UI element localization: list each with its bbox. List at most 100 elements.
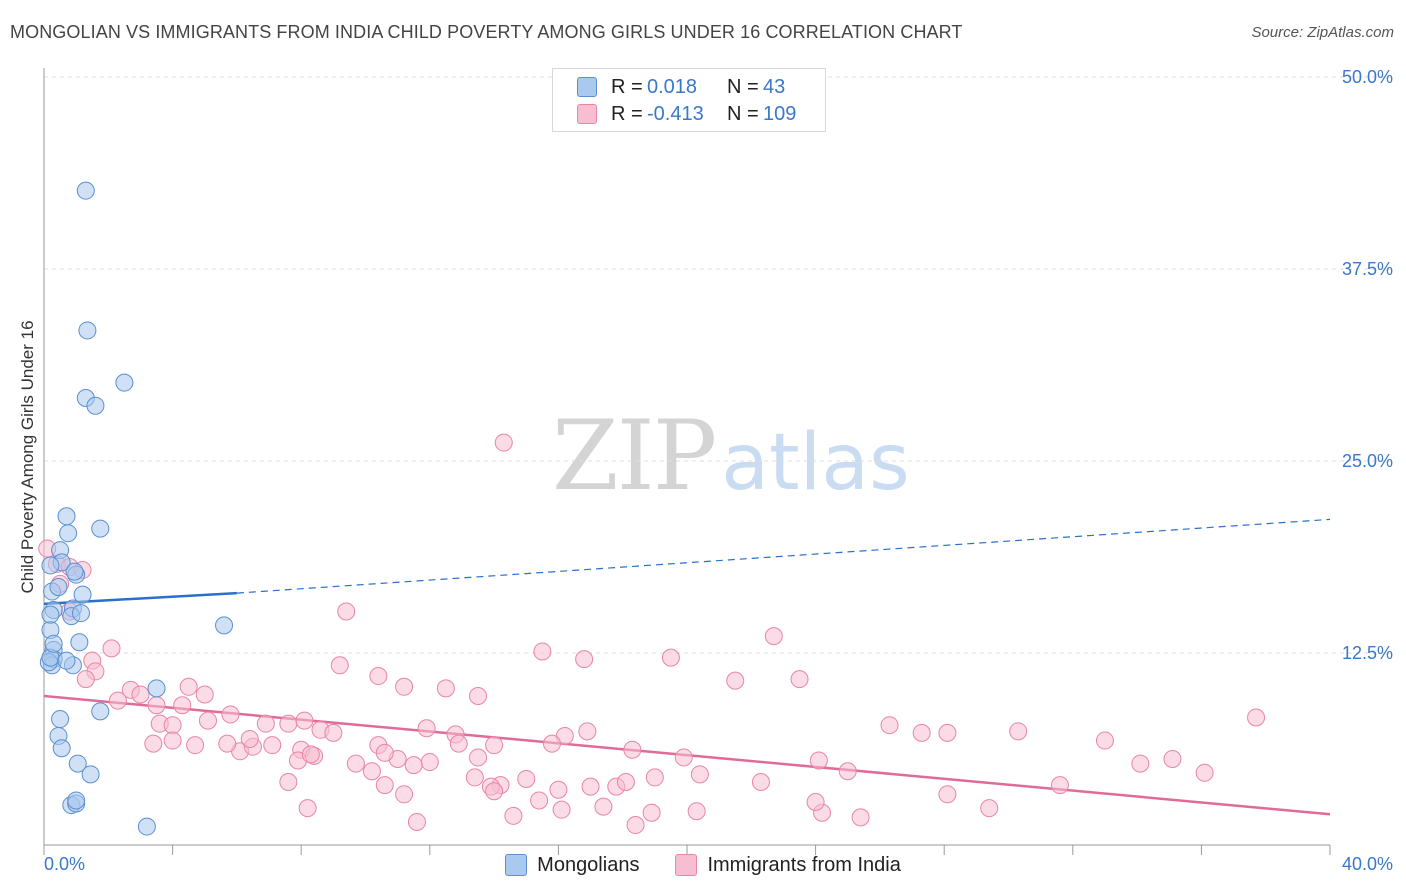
- india-point: [163, 716, 182, 735]
- india-point: [726, 671, 745, 690]
- india-point: [131, 685, 150, 704]
- mongolians-point: [73, 585, 92, 604]
- india-point: [485, 782, 504, 801]
- watermark: ZIPatlas: [552, 400, 910, 512]
- axes: [43, 68, 1330, 846]
- india-point: [195, 685, 214, 704]
- india-point: [616, 773, 635, 792]
- mongolians-point: [65, 562, 84, 581]
- watermark-atlas: atlas: [721, 418, 910, 508]
- mongolians-point: [215, 616, 234, 635]
- mongolians-point: [81, 765, 100, 784]
- india-point: [436, 679, 455, 698]
- india-point: [751, 773, 770, 792]
- india-point: [1095, 731, 1114, 750]
- india-point: [279, 773, 298, 792]
- mongolians-point: [57, 507, 76, 526]
- mongolians-point: [52, 739, 71, 758]
- india-point: [263, 736, 282, 755]
- india-point: [186, 736, 205, 755]
- grid-lines: [44, 76, 1394, 654]
- r-label: R =: [611, 75, 643, 98]
- mongolians-point: [115, 373, 134, 392]
- legend-row-mongolians: R = 0.018 N = 43: [577, 74, 813, 100]
- india-point: [395, 785, 414, 804]
- mongolians-point: [41, 556, 60, 575]
- mongolians-point: [67, 791, 86, 810]
- india-point: [690, 765, 709, 784]
- trend-line-dashed: [236, 518, 1331, 594]
- series-legend: Mongolians Immigrants from India: [0, 852, 1406, 878]
- chart-title: MONGOLIAN VS IMMIGRANTS FROM INDIA CHILD…: [10, 22, 963, 42]
- r-value: 0.018: [647, 75, 698, 98]
- india-point: [674, 748, 693, 767]
- legend-label-india: Immigrants from India: [707, 853, 901, 876]
- india-point: [173, 696, 192, 715]
- india-point: [407, 812, 426, 831]
- india-point: [790, 670, 809, 689]
- n-label: N =: [727, 75, 759, 98]
- india-point: [256, 714, 275, 733]
- india-point: [851, 808, 870, 827]
- watermark-zip: ZIP: [552, 400, 717, 512]
- india-point: [912, 723, 931, 742]
- india-point: [938, 785, 957, 804]
- source-label: Source: ZipAtlas.com: [1251, 24, 1394, 41]
- mongolians-point: [78, 321, 97, 340]
- india-point: [147, 696, 166, 715]
- india-point: [337, 602, 356, 621]
- india-point: [330, 656, 349, 675]
- india-point: [661, 648, 680, 667]
- mongolians-point: [57, 651, 76, 670]
- india-point: [1131, 754, 1150, 773]
- india-swatch: [577, 104, 597, 124]
- india-point: [1163, 749, 1182, 768]
- india-point: [221, 705, 240, 724]
- correlation-legend: R = 0.018 N = 43 R = -0.413 N = 109: [552, 68, 826, 132]
- n-value: 43: [763, 75, 786, 98]
- india-point: [102, 639, 121, 658]
- y-tick-label: 50.0%: [1342, 67, 1393, 87]
- india-point: [581, 777, 600, 796]
- india-point: [375, 743, 394, 762]
- india-point: [163, 731, 182, 750]
- india-point: [980, 799, 999, 818]
- mongolians-point: [51, 710, 70, 729]
- r-value: -0.413: [647, 102, 704, 125]
- india-point: [575, 650, 594, 669]
- x-tick-label: 0.0%: [44, 854, 85, 874]
- mongolians-point: [86, 396, 105, 415]
- india-point: [1247, 708, 1266, 727]
- y-tick-label: 37.5%: [1342, 259, 1393, 279]
- india-point: [880, 716, 899, 735]
- india-point: [642, 803, 661, 822]
- r-label: R =: [611, 102, 643, 125]
- india-point: [240, 730, 259, 749]
- legend-label-mongolians: Mongolians: [537, 853, 640, 876]
- india-point: [809, 751, 828, 770]
- india-point: [198, 711, 217, 730]
- mongolians-point: [91, 519, 110, 538]
- india-point: [417, 719, 436, 738]
- india-point: [295, 711, 314, 730]
- legend-row-india: R = -0.413 N = 109: [577, 101, 813, 127]
- india-point: [465, 768, 484, 787]
- india-point: [449, 734, 468, 753]
- n-value: 109: [763, 102, 797, 125]
- india-point: [578, 722, 597, 741]
- x-tick-label: 40.0%: [1342, 854, 1393, 874]
- india-point: [530, 791, 549, 810]
- india-point: [517, 769, 536, 788]
- n-label: N =: [727, 102, 759, 125]
- mongolians-point: [44, 634, 63, 653]
- india-swatch: [675, 854, 698, 876]
- mongolians-point: [70, 633, 89, 652]
- india-point: [494, 433, 513, 452]
- india-point: [938, 723, 957, 742]
- india-point: [687, 802, 706, 821]
- mongolians-point: [91, 702, 110, 721]
- india-points: [38, 433, 1266, 835]
- legend-item-mongolians: Mongolians: [505, 854, 639, 877]
- mongolians-trend: [43, 518, 1331, 606]
- india-point: [806, 792, 825, 811]
